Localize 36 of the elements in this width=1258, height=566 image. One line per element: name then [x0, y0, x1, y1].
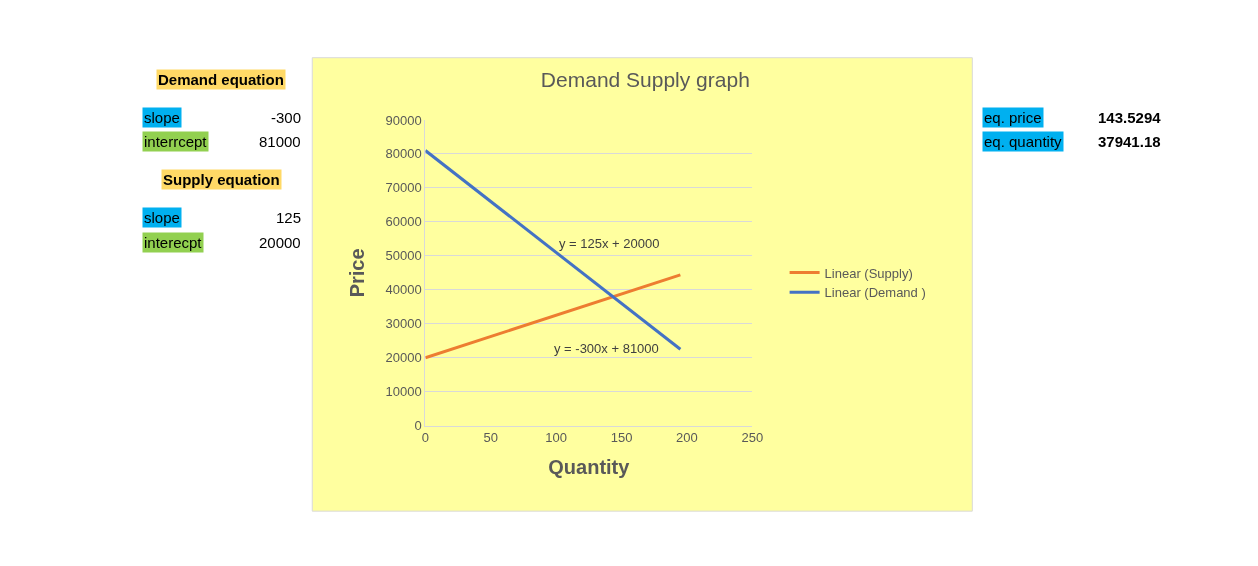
text: slope	[144, 109, 180, 126]
y-tick-label: 90000	[385, 112, 422, 128]
text: slope	[144, 209, 180, 226]
text: 20000	[259, 234, 301, 251]
text: interrcept	[144, 133, 208, 150]
text: 125	[276, 209, 302, 226]
y-tick-label: 40000	[385, 282, 422, 298]
legend-label: Linear (Demand )	[824, 285, 926, 301]
text: eq. price	[984, 109, 1042, 126]
x-tick-label: 100	[545, 430, 567, 446]
y-axis-title: Price	[346, 248, 369, 298]
y-tick-label: 20000	[385, 350, 422, 366]
y-tick-label: 70000	[385, 180, 422, 196]
y-tick-label: 50000	[385, 248, 422, 264]
annotation: y = 125x + 20000	[559, 236, 660, 251]
x-tick-label: 150	[610, 430, 633, 446]
x-tick-label: 200	[676, 430, 698, 446]
y-tick-label: 60000	[385, 214, 422, 230]
chart-title: Demand Supply graph	[540, 68, 750, 92]
y-tick-label: 80000	[385, 146, 422, 162]
text: interecpt	[144, 234, 203, 251]
annotation: y = -300x + 81000	[554, 341, 659, 356]
text: 81000	[259, 133, 301, 150]
text: eq. quantity	[984, 133, 1063, 150]
text: 37941.18	[1098, 133, 1161, 150]
y-tick-label: 0	[414, 418, 422, 434]
text: Demand equation	[158, 71, 284, 88]
x-tick-label: 50	[483, 430, 498, 446]
text: 143.5294	[1098, 109, 1162, 126]
x-axis-title: Quantity	[548, 455, 631, 478]
text: -300	[271, 109, 302, 126]
legend-label: Linear (Supply)	[824, 265, 913, 281]
text: Supply equation	[163, 171, 280, 188]
x-tick-label: 250	[741, 430, 764, 446]
y-tick-label: 10000	[385, 384, 422, 400]
y-tick-label: 30000	[385, 316, 422, 332]
